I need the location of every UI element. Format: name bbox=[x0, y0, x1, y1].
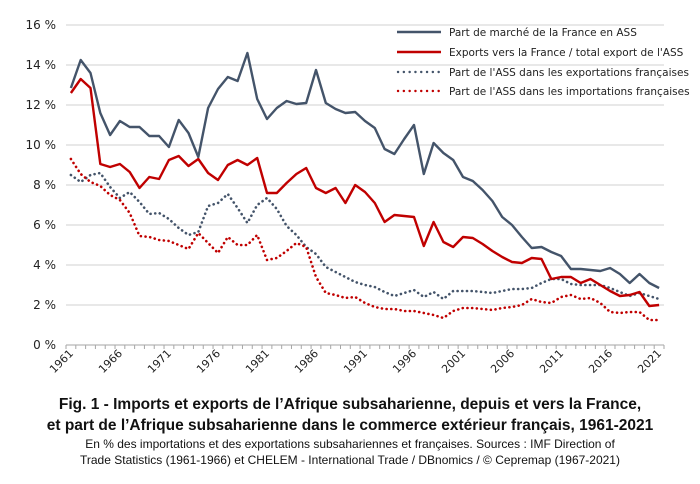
line-chart: 0 %2 %4 %6 %8 %10 %12 %14 %16 % 1961 1966… bbox=[26, 18, 690, 376]
y-tick-label: 6 % bbox=[33, 218, 56, 232]
x-tick-label: 2016 bbox=[586, 347, 615, 376]
x-tick-label: 2011 bbox=[537, 347, 566, 376]
caption-source-line-1: En % des importations et des exportation… bbox=[85, 437, 615, 451]
x-tick-label: 2001 bbox=[439, 347, 468, 376]
x-tick-label: 1996 bbox=[390, 347, 419, 376]
series-4 bbox=[69, 157, 661, 322]
figure-caption-title: Fig. 1 - Imports et exports de l’Afrique… bbox=[0, 394, 700, 436]
legend-item: Part de l'ASS dans les exportations fran… bbox=[396, 67, 689, 79]
legend-item: Part de marché de la France en ASS bbox=[397, 27, 637, 39]
y-tick-label: 14 % bbox=[26, 58, 57, 72]
x-tick-label: 2021 bbox=[635, 347, 664, 376]
series-3 bbox=[69, 171, 661, 301]
legend-item: Exports vers la France / total export de… bbox=[397, 47, 684, 59]
figure-caption-source: En % des importations et des exportation… bbox=[0, 436, 700, 468]
series-2 bbox=[69, 77, 660, 308]
caption-title-line-2: et part de l’Afrique subsaharienne dans … bbox=[46, 417, 654, 434]
legend: Part de marché de la France en ASS Export… bbox=[396, 27, 690, 98]
legend-label: Exports vers la France / total export de… bbox=[449, 47, 684, 59]
x-axis: 1961 1966 1971 1976 1981 1986 1991 1996 2001 2006… bbox=[47, 344, 665, 376]
legend-label: Part de l'ASS dans les importations fran… bbox=[449, 86, 690, 98]
series-group bbox=[69, 51, 661, 322]
x-tick-label: 1971 bbox=[145, 347, 174, 376]
series-line bbox=[69, 51, 660, 290]
y-axis: 0 % 2 % 4 % 6 % 8 % 10 % 12 % 14 % 16 % bbox=[26, 18, 57, 352]
y-tick-label: 12 % bbox=[26, 98, 57, 112]
y-tick-label: 8 % bbox=[33, 178, 56, 192]
y-tick-label: 10 % bbox=[26, 138, 57, 152]
caption-title-line-1: Fig. 1 - Imports et exports de l’Afrique… bbox=[58, 396, 642, 413]
x-tick-label: 1986 bbox=[292, 347, 321, 376]
legend-label: Part de l'ASS dans les exportations fran… bbox=[449, 67, 689, 79]
series-1 bbox=[69, 51, 660, 290]
y-tick-label: 2 % bbox=[33, 298, 56, 312]
series-dotted-line bbox=[69, 157, 661, 322]
x-tick-label: 1966 bbox=[96, 347, 125, 376]
y-tick-label: 16 % bbox=[26, 18, 57, 32]
y-tick-label: 4 % bbox=[33, 258, 56, 272]
x-tick-label: 1976 bbox=[194, 347, 223, 376]
x-tick-label: 1991 bbox=[341, 347, 370, 376]
caption-source-line-2: Trade Statistics (1961-1966) et CHELEM -… bbox=[80, 453, 620, 467]
series-line bbox=[69, 77, 660, 308]
x-tick-label: 1981 bbox=[243, 347, 272, 376]
legend-item: Part de l'ASS dans les importations fran… bbox=[396, 86, 690, 98]
y-tick-label: 0 % bbox=[33, 338, 56, 352]
series-dotted-line bbox=[69, 171, 661, 301]
x-tick-label: 2006 bbox=[488, 347, 517, 376]
legend-label: Part de marché de la France en ASS bbox=[449, 27, 637, 39]
